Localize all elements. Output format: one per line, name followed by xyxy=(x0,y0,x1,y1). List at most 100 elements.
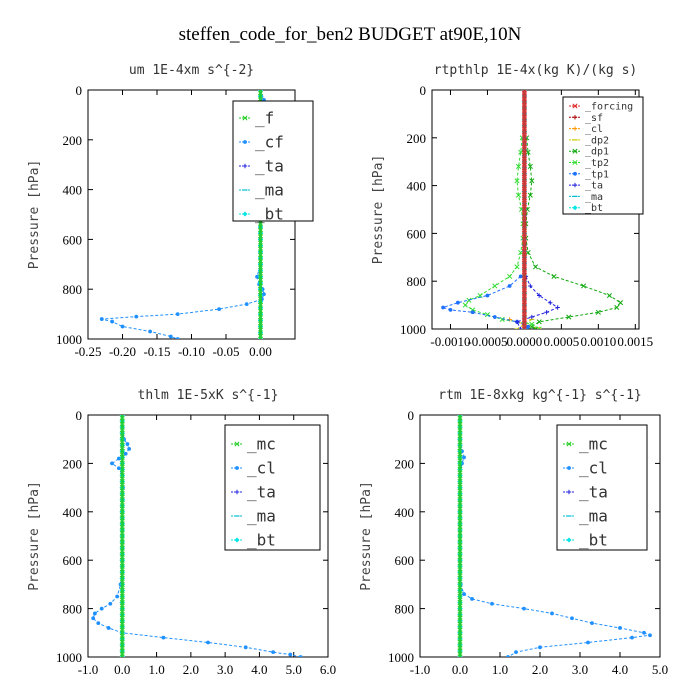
series-group xyxy=(91,415,303,657)
legend-marker xyxy=(242,211,248,217)
y-axis-label: Pressure [hPa] xyxy=(27,160,42,270)
data-point xyxy=(514,319,520,325)
panel-title: rtpthlp 1E-4x(kg K)/(kg s) xyxy=(434,63,638,78)
series-line-tp2 xyxy=(464,137,540,329)
data-point xyxy=(255,274,259,279)
data-point xyxy=(630,635,634,640)
y-axis-label: Pressure [hPa] xyxy=(359,481,374,591)
legend-marker xyxy=(243,140,247,144)
x-tick-label: 2.0 xyxy=(183,662,199,677)
y-tick-label: 800 xyxy=(63,602,83,617)
series-line-dp2 xyxy=(516,318,533,329)
series-line-cl xyxy=(92,415,301,657)
data-point xyxy=(462,592,466,596)
legend-marker xyxy=(242,115,248,121)
data-point xyxy=(470,597,474,601)
y-tick-label: 200 xyxy=(395,456,415,471)
plot-frame xyxy=(87,414,329,658)
legend-marker xyxy=(572,126,578,131)
data-point xyxy=(110,319,115,324)
legend-label: _ta xyxy=(247,483,276,502)
data-point xyxy=(514,650,518,655)
x-tick-label: 0.0015 xyxy=(617,334,653,349)
legend-marker xyxy=(234,537,240,543)
y-tick-label: 1000 xyxy=(400,322,426,337)
legend-label: _ta xyxy=(255,157,284,176)
data-point xyxy=(120,324,125,329)
x-tick-label: 5.0 xyxy=(652,662,668,677)
y-axis-label: Pressure [hPa] xyxy=(371,155,386,265)
figure-title: steffen_code_for_ben2 BUDGET at90E,10N xyxy=(179,24,522,45)
data-point xyxy=(115,594,120,599)
x-tick-label: 1.0 xyxy=(148,662,164,677)
data-point xyxy=(544,310,549,315)
data-point xyxy=(298,655,303,657)
data-point xyxy=(527,192,533,198)
data-point xyxy=(595,309,601,315)
x-tick-label: -0.25 xyxy=(74,344,101,359)
legend-label: _cl xyxy=(585,124,603,135)
data-point xyxy=(586,640,590,645)
data-point xyxy=(175,312,180,316)
legend-label: _ma xyxy=(579,507,608,526)
legend-label: _bt xyxy=(579,531,608,550)
data-point xyxy=(499,316,505,322)
data-point xyxy=(148,329,153,334)
data-point xyxy=(161,635,166,640)
legend-marker xyxy=(572,159,578,166)
x-tick-label: -1.0 xyxy=(410,662,431,677)
legend-label: _mc xyxy=(579,435,608,454)
legend-marker xyxy=(572,115,578,120)
y-tick-label: 600 xyxy=(63,553,83,568)
data-point xyxy=(462,455,466,460)
y-tick-label: 1000 xyxy=(388,650,414,665)
x-tick-label: 2.0 xyxy=(532,662,548,677)
x-tick-label: -0.10 xyxy=(178,344,205,359)
legend-label: _cl xyxy=(247,459,276,478)
legend-label: _dp1 xyxy=(585,147,609,158)
data-point xyxy=(123,451,128,456)
data-point xyxy=(536,293,542,298)
data-point xyxy=(528,283,533,289)
x-tick-label: -0.15 xyxy=(143,344,170,359)
legend-label: _forcing xyxy=(585,102,633,113)
legend-marker xyxy=(567,466,571,470)
data-point xyxy=(514,178,520,184)
y-tick-label: 800 xyxy=(395,602,415,617)
data-point xyxy=(507,284,512,288)
x-tick-label: 1.0 xyxy=(492,662,508,677)
legend-label: _bt xyxy=(255,205,284,224)
x-tick-label: 0.0005 xyxy=(544,334,580,349)
legend-marker xyxy=(234,489,240,495)
data-point xyxy=(243,645,248,650)
legend-marker xyxy=(572,182,578,188)
x-tick-label: 3.0 xyxy=(572,662,588,677)
legend-marker xyxy=(572,205,578,211)
legend-label: _ma xyxy=(255,181,284,200)
x-tick-label: -1.0 xyxy=(78,662,99,677)
data-point xyxy=(536,326,542,329)
data-point xyxy=(515,163,522,170)
x-tick-label: 0.00 xyxy=(249,344,272,359)
y-tick-label: 0 xyxy=(76,83,83,98)
legend-label: _tp1 xyxy=(585,169,609,180)
data-point xyxy=(288,652,293,657)
series-line-dp1 xyxy=(525,137,622,329)
data-point xyxy=(518,326,523,329)
chart-panel: rtpthlp 1E-4x(kg K)/(kg s) Pressure [hPa]… xyxy=(371,63,653,349)
legend-marker xyxy=(242,163,248,169)
chart-panel: rtm 1E-8xkg kg^{-1} s^{-1} Pressure [hPa]… xyxy=(359,388,668,677)
legend-box xyxy=(562,96,644,215)
data-point xyxy=(217,307,222,312)
data-point xyxy=(536,326,542,329)
y-tick-label: 0 xyxy=(76,408,83,423)
data-point xyxy=(536,319,542,325)
data-point xyxy=(529,178,535,184)
legend: _mc _cl _ta _ma _bt xyxy=(224,424,321,551)
data-point xyxy=(110,461,114,466)
series-line-cl xyxy=(459,415,652,657)
legend-label: _cf xyxy=(255,133,284,152)
y-tick-label: 800 xyxy=(63,282,83,297)
data-point xyxy=(96,621,101,626)
chart-panel: um 1E-4xm s^{-2} Pressure [hPa] 0 200 400 600… xyxy=(27,63,314,359)
